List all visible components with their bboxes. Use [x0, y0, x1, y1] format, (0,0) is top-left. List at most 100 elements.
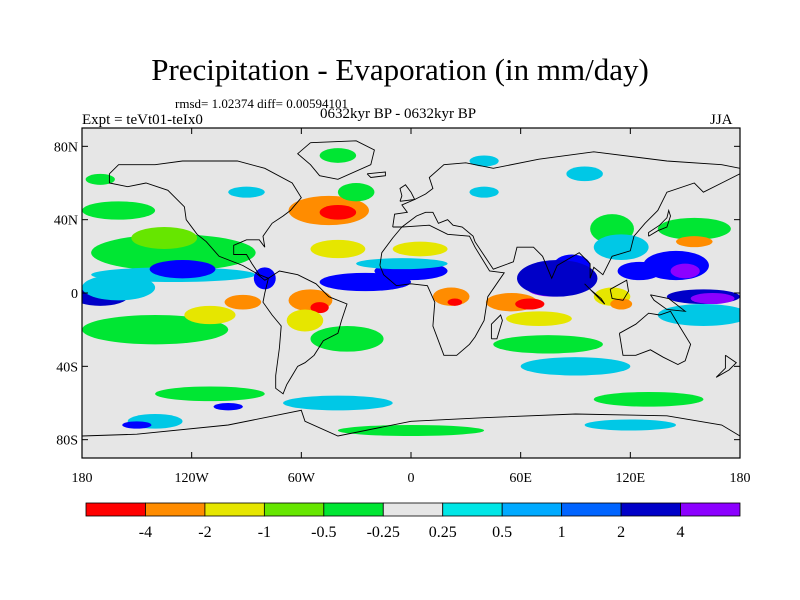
field-region-atlantic-yellow [310, 239, 366, 259]
field-region-south-pacific-yellow [184, 305, 236, 325]
field-region-antarctic-blue [122, 421, 152, 429]
figure-title: Precipitation - Evaporation (in mm/day) [151, 52, 649, 87]
lat-tick-label: 40S [56, 360, 78, 375]
colorbar-label: -1 [258, 524, 271, 541]
field-region-arctic-cyan [469, 155, 499, 167]
field-region-southern-ocean-blue [213, 403, 243, 411]
ocean-background [82, 128, 740, 458]
field-region-brazil-red [310, 302, 329, 314]
field-region-south-atlantic-green [310, 326, 384, 352]
coastlines [82, 140, 740, 437]
colorbar-label: -4 [139, 524, 152, 541]
colorbar-label: 4 [677, 524, 685, 541]
colorbar-swatch [501, 502, 563, 517]
coastline-greenland [297, 140, 375, 180]
colorbar-swatch [323, 502, 384, 517]
field-region-north-america-cyan [228, 186, 265, 198]
coastline-madagascar [490, 314, 503, 340]
coastline-antarctica [82, 409, 740, 437]
colorbar-swatch [85, 502, 146, 517]
coastline-japan [648, 208, 671, 237]
map-axes: 80N 40N 0 40S 80S 180 120W 60W 0 60E 120E 180 [54, 128, 751, 486]
pe-field [82, 148, 740, 436]
colorbar-swatch [680, 502, 741, 517]
coastline-eurasia [392, 151, 740, 280]
lat-tick-label: 80N [54, 140, 78, 155]
field-region-antarctic-green [337, 425, 485, 436]
field-region-sahara-yellow [392, 241, 448, 257]
field-region-arctic-green [319, 148, 357, 163]
field-region-antarctic-cyan-2 [584, 419, 677, 431]
coastline-borneo [609, 279, 629, 301]
field-region-south-pacific-green [82, 315, 229, 345]
colorbar-swatch [145, 502, 206, 517]
lon-tick-label: 180 [730, 471, 751, 486]
lat-tick-label: 0 [71, 287, 78, 302]
field-region-south-america-yellow [286, 309, 324, 332]
field-region-southern-ocean-green [155, 386, 265, 402]
field-region-siberia-cyan [566, 166, 603, 182]
colorbar-swatch [561, 502, 622, 517]
lat-tick-label: 80S [56, 434, 78, 449]
field-region-west-pacific-purple [670, 263, 700, 279]
coastline-new-zealand [715, 354, 738, 378]
colorbar-label: 0.25 [429, 524, 457, 541]
colorbar-swatch [382, 502, 444, 517]
colorbar-label: -0.25 [367, 524, 400, 541]
field-region-central-pacific-cyan [82, 274, 156, 301]
field-region-south-indian-green [493, 335, 603, 354]
field-region-south-asia-blue [517, 260, 598, 297]
field-region-europe-cyan [469, 186, 499, 198]
experiment-label: Expt = teVt01-teIx0 [82, 112, 203, 128]
coastline-north-america [108, 160, 302, 281]
field-region-east-asia-cyan [593, 234, 649, 260]
coastline-sumatra [584, 283, 606, 305]
lon-tick-label: 60E [509, 471, 532, 486]
colorbar-swatch [204, 502, 265, 517]
coastline-south-america [262, 270, 348, 395]
lon-tick-label: 0 [408, 471, 415, 486]
lon-tick-label: 60W [288, 471, 316, 486]
lon-tick-label: 120W [175, 471, 210, 486]
field-region-north-pacific-band [657, 217, 731, 240]
field-region-north-atlantic-dry-core [319, 205, 357, 220]
period-label: 0632kyr BP - 0632kyr BP [320, 106, 477, 122]
coastline-iceland [366, 171, 386, 178]
field-region-indian-ocean-red [515, 298, 545, 310]
colorbar-label: 1 [558, 524, 566, 541]
stats-label: rmsd= 1.02374 diff= 0.00594101 [175, 96, 348, 111]
lat-tick-label: 40N [54, 214, 78, 229]
colorbar-label: 2 [617, 524, 625, 541]
field-region-north-atlantic-green [337, 183, 375, 202]
lon-tick-label: 120E [616, 471, 646, 486]
field-region-south-africa-red [447, 298, 463, 306]
field-region-east-pacific-green [91, 234, 256, 271]
field-region-west-africa-cyan [356, 258, 448, 270]
colorbar-swatch [263, 502, 325, 517]
colorbar-label: 0.5 [492, 524, 512, 541]
coastline-africa [379, 224, 505, 356]
lon-tick-label: 180 [72, 471, 93, 486]
field-region-equatorial-west-pacific-purple [690, 293, 735, 304]
colorbar-label: -0.5 [311, 524, 336, 541]
field-region-southern-ocean-cyan [283, 395, 393, 411]
colorbar-swatch [442, 502, 503, 517]
field-region-north-pacific-orange [676, 236, 713, 248]
field-region-north-pacific-dry [131, 227, 198, 249]
season-label: JJA [710, 112, 733, 128]
field-region-south-pacific-convergence [657, 304, 740, 326]
field-region-east-pacific-wet [149, 260, 216, 279]
coastline-uk [399, 184, 416, 202]
colorbar-label: -2 [198, 524, 211, 541]
coastline-new-guinea [650, 294, 687, 312]
field-region-indonesia-orange [610, 298, 633, 310]
colorbar: -4 -2 -1 -0.5 -0.25 0.25 0.5 1 2 4 [85, 502, 741, 541]
field-region-se-pacific-orange [224, 294, 262, 310]
coastline-australia [618, 310, 692, 366]
field-region-bering-green [85, 173, 115, 185]
field-region-north-pacific-green [82, 201, 156, 220]
field-region-south-indian-cyan [520, 357, 631, 376]
map-plot-area [81, 127, 741, 459]
field-region-colombia-wet [253, 267, 276, 290]
